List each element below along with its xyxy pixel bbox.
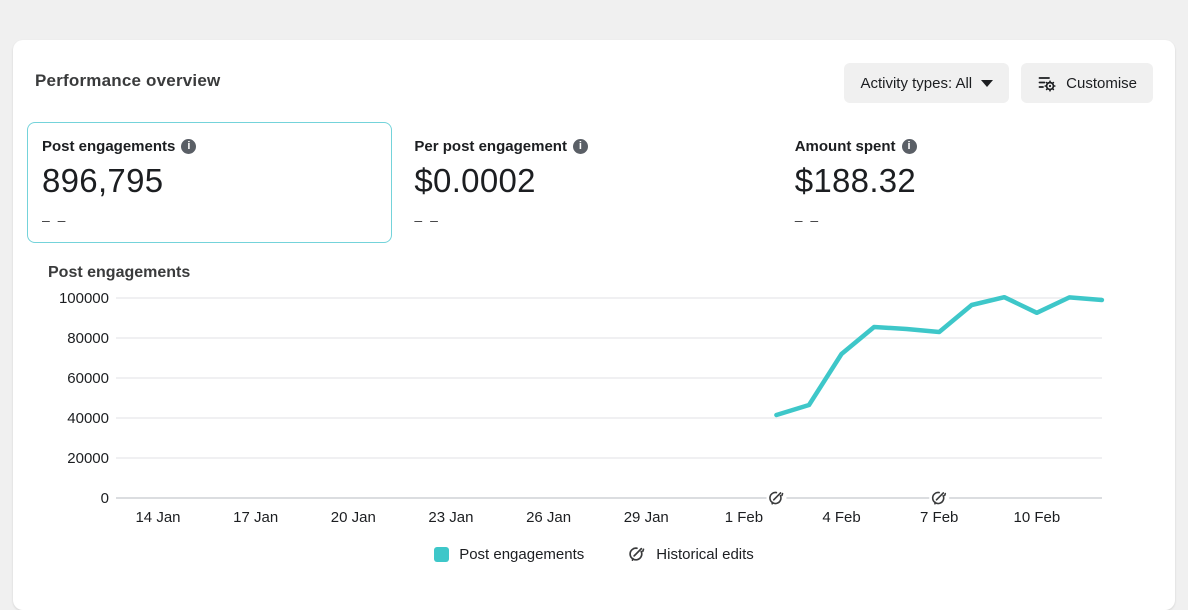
metric-value: $188.32 xyxy=(794,162,917,199)
x-tick-label: 20 Jan xyxy=(331,509,376,526)
metric-label: Per post engagement xyxy=(414,138,567,155)
historical-edit-icon xyxy=(931,491,947,505)
x-tick-label: 14 Jan xyxy=(135,509,180,526)
metric-label: Post engagements xyxy=(42,138,176,155)
x-tick-label: 4 Feb xyxy=(822,509,860,526)
page-title: Performance overview xyxy=(35,71,221,90)
customise-label: Customise xyxy=(1066,74,1137,92)
metric-delta: – – xyxy=(42,212,68,228)
header-buttons: Activity types: All xyxy=(844,63,1153,103)
x-tick-label: 10 Feb xyxy=(1013,509,1060,526)
info-icon[interactable]: i xyxy=(572,139,588,154)
x-tick-label: 17 Jan xyxy=(233,509,278,526)
info-icon[interactable]: i xyxy=(181,139,197,154)
y-tick-label: 60000 xyxy=(67,370,109,387)
historical-edit-icon xyxy=(629,547,645,561)
legend-item-post-engagements: Post engagements xyxy=(434,546,584,563)
x-tick-label: 7 Feb xyxy=(920,509,958,526)
performance-overview-panel: Performance overview Activity types: All xyxy=(13,40,1175,610)
x-tick-label: 29 Jan xyxy=(624,509,669,526)
legend-edits-label: Historical edits xyxy=(656,545,754,563)
metric-card-post-engagements[interactable]: Post engagements i 896,795 – – xyxy=(27,122,393,243)
panel-header: Performance overview Activity types: All xyxy=(35,63,1153,103)
y-tick-label: 20000 xyxy=(67,450,109,467)
chart-legend: Post engagements Historical edits xyxy=(35,545,1153,563)
metric-value: 896,795 xyxy=(42,162,164,199)
info-icon[interactable]: i xyxy=(901,139,917,154)
legend-item-historical-edits: Historical edits xyxy=(628,545,754,563)
post-engagements-line xyxy=(774,294,1105,418)
y-tick-label: 40000 xyxy=(67,410,109,427)
historical-edit-icon xyxy=(628,545,646,563)
series-swatch xyxy=(434,546,450,562)
metric-value: $0.0002 xyxy=(414,162,536,199)
x-tick-label: 26 Jan xyxy=(526,509,571,526)
activity-types-label: Activity types: All xyxy=(860,74,973,92)
metric-delta: – – xyxy=(414,212,440,228)
chevron-down-icon xyxy=(981,80,994,87)
x-tick-label: 23 Jan xyxy=(428,509,473,526)
metric-card-per-post-engagement[interactable]: Per post engagement i $0.0002 – – xyxy=(399,122,772,243)
metric-card-amount-spent[interactable]: Amount spent i $188.32 – – xyxy=(780,122,1153,243)
metric-delta: – – xyxy=(794,212,821,228)
historical-edit-icon xyxy=(769,491,784,505)
customise-button[interactable]: Customise xyxy=(1021,63,1153,103)
customise-icon xyxy=(1037,73,1057,93)
legend-series-label: Post engagements xyxy=(459,545,585,563)
chart-section-title: Post engagements xyxy=(48,264,191,281)
y-tick-label: 80000 xyxy=(67,330,109,347)
activity-types-dropdown[interactable]: Activity types: All xyxy=(844,63,1010,103)
engagement-chart-svg: 0 20000 40000 60000 80000 100000 14 Jan 17 Jan 2… xyxy=(59,290,1105,526)
y-tick-label: 0 xyxy=(101,490,109,507)
metric-cards-row: Post engagements i 896,795 – – Per post … xyxy=(27,122,1153,243)
y-tick-label: 100000 xyxy=(59,290,109,307)
metric-label: Amount spent xyxy=(794,138,896,155)
chart-container: 0 20000 40000 60000 80000 100000 14 Jan 17 Jan 2… xyxy=(26,286,1153,539)
x-tick-label: 1 Feb xyxy=(725,509,763,526)
